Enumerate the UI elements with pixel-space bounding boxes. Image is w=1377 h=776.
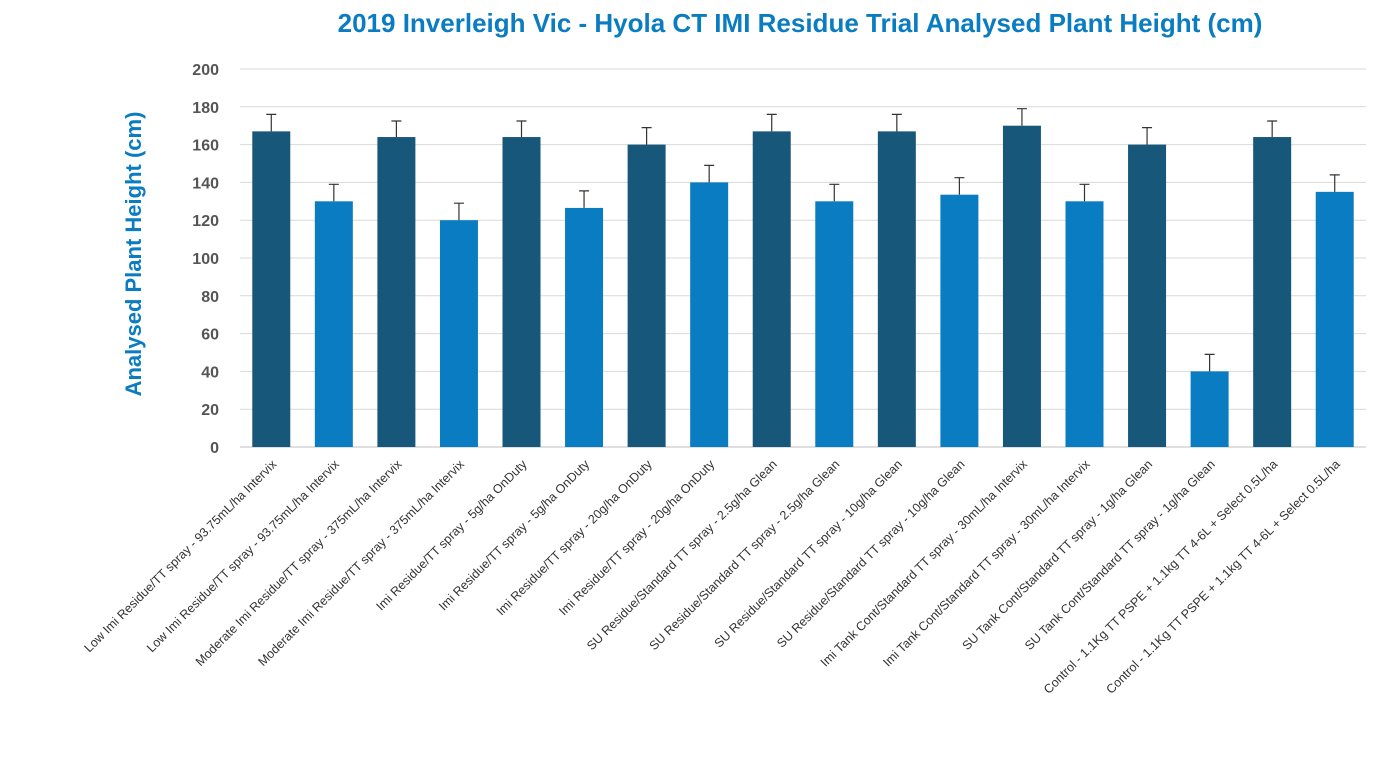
error-bar bbox=[954, 177, 965, 195]
y-tick-label: 160 bbox=[192, 138, 219, 155]
y-axis-ticks: 0 20 40 60 80 100 120 140 160 180 200 bbox=[192, 62, 219, 457]
error-bar bbox=[579, 190, 590, 208]
y-tick-label: 140 bbox=[192, 175, 219, 192]
y-tick-label: 60 bbox=[201, 327, 219, 344]
x-axis-ticks: Low Imi Residue/TT spray - 93.75mL/ha In… bbox=[82, 457, 1343, 697]
y-tick-label: 180 bbox=[192, 100, 219, 117]
error-bar bbox=[1016, 108, 1027, 126]
bar bbox=[815, 201, 854, 447]
error-bar bbox=[891, 113, 902, 132]
bar bbox=[1190, 371, 1229, 447]
bar bbox=[1002, 125, 1041, 447]
error-bar bbox=[1079, 183, 1090, 202]
y-tick-label: 200 bbox=[192, 62, 219, 79]
error-bar bbox=[391, 120, 402, 138]
error-bar bbox=[1329, 174, 1340, 192]
bar bbox=[752, 131, 791, 447]
bar bbox=[1065, 201, 1104, 447]
chart-title: 2019 Inverleigh Vic - Hyola CT IMI Resid… bbox=[337, 8, 1263, 38]
bar bbox=[377, 137, 416, 448]
y-tick-label: 20 bbox=[201, 402, 219, 419]
bar bbox=[439, 220, 478, 447]
y-tick-label: 120 bbox=[192, 213, 219, 230]
y-tick-label: 40 bbox=[201, 364, 219, 381]
bars bbox=[252, 125, 1354, 448]
bar bbox=[940, 194, 979, 447]
bar bbox=[1128, 144, 1167, 447]
x-tick-label: Control - 1.1Kg TT PSPE + 1.1kg TT 4-6L … bbox=[1041, 457, 1280, 696]
y-axis-label: Analysed Plant Height (cm) bbox=[121, 112, 146, 397]
bar bbox=[1253, 137, 1292, 448]
error-bar bbox=[829, 183, 840, 202]
error-bar bbox=[453, 202, 464, 221]
x-tick-label: Imi Tank Cont/Standard TT spray - 30mL/h… bbox=[818, 457, 1031, 670]
error-bar bbox=[266, 113, 277, 132]
bar bbox=[252, 131, 291, 447]
error-bar bbox=[1142, 126, 1153, 145]
error-bar bbox=[328, 183, 339, 202]
error-bar bbox=[641, 126, 652, 145]
error-bars bbox=[266, 108, 1340, 372]
bar bbox=[877, 131, 916, 447]
x-tick-label: Moderate Imi Residue/TT spray - 375mL/ha… bbox=[193, 457, 405, 669]
y-tick-label: 80 bbox=[201, 289, 219, 306]
bar bbox=[1315, 191, 1354, 447]
error-bar bbox=[766, 113, 777, 132]
error-bar bbox=[1204, 353, 1215, 372]
gridlines bbox=[240, 68, 1366, 448]
x-tick-label: Moderate Imi Residue/TT spray - 375mL/ha… bbox=[255, 457, 467, 669]
error-bar bbox=[704, 164, 715, 183]
y-tick-label: 0 bbox=[210, 440, 219, 457]
bar bbox=[502, 137, 541, 448]
bar bbox=[690, 182, 729, 447]
x-tick-label: Imi Tank Cont/Standard TT spray - 30mL/h… bbox=[880, 457, 1093, 670]
x-tick-label: Control - 1.1Kg TT PSPE + 1.1kg TT 4-6L … bbox=[1103, 457, 1342, 696]
error-bar bbox=[516, 120, 527, 138]
y-tick-label: 100 bbox=[192, 251, 219, 268]
bar bbox=[565, 207, 604, 447]
bar bbox=[314, 201, 353, 447]
bar bbox=[627, 144, 666, 447]
error-bar bbox=[1267, 120, 1278, 138]
